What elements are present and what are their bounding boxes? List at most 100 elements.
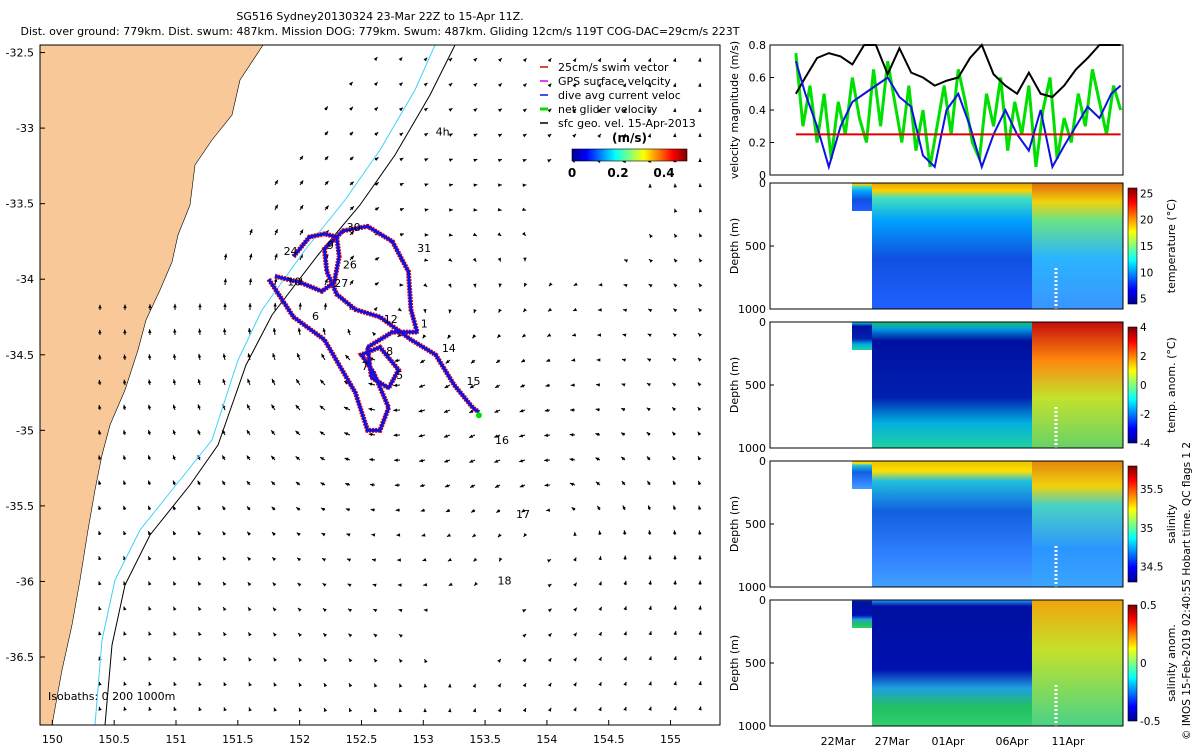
velocity-arrow xyxy=(273,657,277,662)
velocity-arrow xyxy=(197,581,202,586)
velocity-arrow xyxy=(473,283,477,288)
velocity-arrow xyxy=(598,706,602,712)
velocity-arrow xyxy=(173,681,177,686)
velocity-arrow xyxy=(521,333,527,338)
velocity-arrow xyxy=(595,457,601,461)
velocity-arrow xyxy=(394,483,401,487)
velocity-y-tick-label: 0.2 xyxy=(749,137,767,150)
velocity-arrow xyxy=(324,278,328,286)
velocity-arrow xyxy=(172,354,177,361)
velocity-arrow xyxy=(247,556,252,561)
velocity-arrow xyxy=(98,631,102,636)
velocity-arrow xyxy=(320,507,326,512)
velocity-arrow xyxy=(448,133,453,137)
velocity-arrow xyxy=(547,682,552,687)
velocity-arrow xyxy=(622,58,627,63)
velocity-arrow xyxy=(319,431,326,436)
velocity-arrow xyxy=(573,707,577,712)
velocity-arrow xyxy=(173,303,177,311)
section-colorbar-tick: -4 xyxy=(1140,438,1151,450)
velocity-arrow xyxy=(271,557,277,562)
time-tick-label: 01Apr xyxy=(931,735,965,748)
velocity-arrow xyxy=(647,308,653,313)
velocity-arrow xyxy=(297,327,302,336)
section-depth-label: Depth (m) xyxy=(728,635,741,691)
velocity-arrow xyxy=(172,530,177,536)
velocity-arrow xyxy=(623,656,627,661)
velocity-ylabel: velocity magnitude (m/s) xyxy=(728,41,741,179)
velocity-arrow xyxy=(469,459,476,463)
velocity-arrow xyxy=(246,429,251,436)
velocity-arrow xyxy=(345,508,351,512)
chart-title: SG516 Sydney20130324 23-Mar 22Z to 15-Ap… xyxy=(236,10,524,23)
velocity-arrow xyxy=(271,481,276,486)
velocity-arrow xyxy=(419,483,426,488)
velocity-arrow xyxy=(272,632,277,637)
legend-swim-vector: 25cm/s swim vector xyxy=(558,61,669,74)
velocity-arrow xyxy=(545,383,551,387)
velocity-arrow xyxy=(418,409,426,413)
velocity-arrow xyxy=(173,706,177,712)
velocity-arrow xyxy=(223,278,228,286)
section-data-right xyxy=(1032,183,1123,309)
velocity-arrow xyxy=(698,83,702,87)
velocity-arrow xyxy=(422,334,427,339)
velocity-arrow xyxy=(697,357,702,362)
velocity-arrow xyxy=(522,608,527,613)
velocity-arrow xyxy=(494,459,501,463)
velocity-arrow xyxy=(198,681,202,687)
map-y-tick-label: -34.5 xyxy=(6,349,34,362)
velocity-arrow xyxy=(572,307,577,312)
time-axis-ticks: 22Mar 27Mar 01Apr 06Apr 11Apr xyxy=(821,735,1085,748)
velocity-arrow xyxy=(349,279,354,286)
velocity-arrow xyxy=(473,57,478,62)
velocity-arrow xyxy=(623,555,627,561)
velocity-arrow xyxy=(572,58,577,63)
velocity-arrow xyxy=(448,183,453,187)
velocity-arrow xyxy=(494,409,501,413)
velocity-arrow xyxy=(319,456,326,461)
velocity-arrow xyxy=(473,133,478,138)
velocity-arrow xyxy=(473,557,478,562)
velocity-arrow xyxy=(648,681,652,686)
velocity-arrow xyxy=(274,253,278,261)
velocity-arrow xyxy=(573,632,578,637)
velocity-arrow xyxy=(544,408,551,413)
velocity-arrow xyxy=(647,505,652,511)
velocity-arrow xyxy=(223,253,228,261)
velocity-arrow xyxy=(123,354,127,361)
velocity-arrow xyxy=(597,308,602,312)
velocity-arrow xyxy=(324,205,330,211)
velocity-arrow xyxy=(573,607,578,612)
velocity-arrow xyxy=(324,180,329,186)
velocity-arrow xyxy=(673,530,677,536)
velocity-arrow xyxy=(469,484,476,488)
time-tick-label: 11Apr xyxy=(1051,735,1085,748)
velocity-arrow xyxy=(123,304,127,311)
velocity-arrow xyxy=(274,228,278,236)
velocity-arrow xyxy=(423,107,428,112)
velocity-arrow xyxy=(394,458,401,462)
day-label: 4h xyxy=(436,126,450,139)
velocity-arrow xyxy=(622,108,627,113)
velocity-arrow xyxy=(343,432,351,436)
velocity-arrow xyxy=(646,431,651,436)
velocity-arrow xyxy=(648,706,652,711)
velocity-arrow xyxy=(620,456,626,461)
map-y-tick-label: -35.5 xyxy=(6,500,34,513)
velocity-arrow xyxy=(372,608,378,613)
velocity-arrow xyxy=(343,406,351,411)
velocity-arrow xyxy=(197,556,202,561)
velocity-arrow xyxy=(469,384,476,389)
velocity-arrow xyxy=(571,506,576,511)
legend-gps-velocity: GPS surface velocity xyxy=(558,75,671,88)
velocity-arrow xyxy=(445,508,451,513)
velocity-series-line xyxy=(795,43,1121,99)
velocity-y-tick-label: 0.8 xyxy=(749,39,767,52)
velocity-arrow xyxy=(197,404,201,411)
velocity-arrow xyxy=(147,530,152,536)
velocity-arrow xyxy=(698,133,702,138)
velocity-arrow xyxy=(123,706,127,711)
velocity-arrow xyxy=(347,328,351,336)
velocity-arrow xyxy=(248,707,252,712)
